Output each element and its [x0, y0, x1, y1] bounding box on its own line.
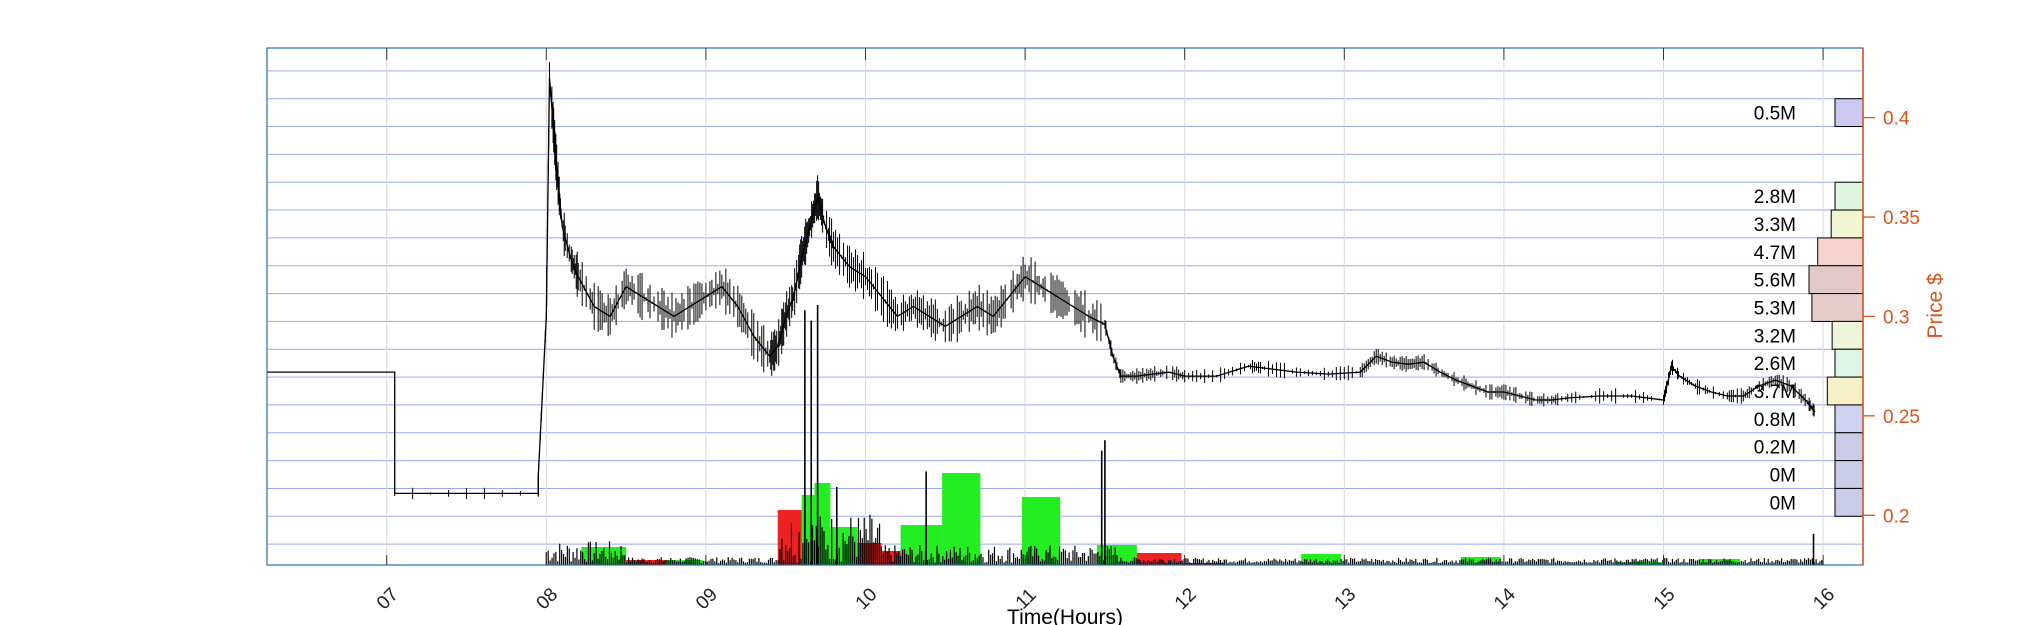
- volume-profile-bar: [1826, 376, 1864, 406]
- volume-profile-bar: [1834, 404, 1864, 434]
- volume-profile-label: 3.2M: [1754, 326, 1796, 347]
- volume-profile-label: 4.7M: [1754, 243, 1796, 264]
- volume-profile-label: 5.6M: [1754, 271, 1796, 292]
- volume-profile-bar: [1817, 237, 1864, 267]
- volume-profile-bar: [1834, 487, 1864, 517]
- volume-profile-bar: [1811, 293, 1864, 322]
- volume-bars: [545, 305, 1823, 565]
- y-tick-label: 0.2: [1883, 506, 1909, 527]
- buy-volume-bar: [1301, 554, 1342, 565]
- x-tick-label: 16: [1809, 584, 1839, 614]
- volume-profile-bar: [1834, 98, 1864, 128]
- volume-profile-bar: [1831, 320, 1864, 350]
- x-tick-label: 09: [692, 584, 722, 614]
- x-tick-label: 12: [1171, 584, 1201, 614]
- x-axis-title: Time(Hours): [1007, 606, 1123, 625]
- y-tick-label: 0.3: [1883, 307, 1909, 328]
- buy-volume-bar: [942, 473, 981, 565]
- volume-profile-bar: [1834, 432, 1864, 462]
- y-tick-label: 0.35: [1883, 208, 1920, 229]
- buy-volume-bar: [830, 527, 858, 565]
- volume-profile-label: 0M: [1770, 466, 1796, 487]
- volume-profile-bar: [1834, 181, 1864, 211]
- buy-volume-bar: [1698, 559, 1741, 565]
- x-tick-label: 07: [373, 584, 403, 614]
- x-tick-label: 13: [1331, 584, 1361, 614]
- y-tick-label: 0.25: [1883, 407, 1920, 428]
- axes: [266, 47, 1875, 566]
- x-tick-label: 14: [1490, 584, 1520, 614]
- volume-profile-bar: [1830, 209, 1864, 239]
- price-line-group: [267, 62, 1816, 500]
- volume-profile-bar: [1808, 265, 1864, 295]
- volume-profile-label: 0.2M: [1754, 438, 1796, 459]
- volume-profile-label: 2.8M: [1754, 187, 1796, 208]
- y-tick-labels: 0.2 0.25 0.3 0.35 0.4: [1883, 109, 1920, 528]
- volume-profile-label: 3.7M: [1754, 382, 1796, 403]
- buy-volume-bar: [1021, 497, 1061, 565]
- sell-volume-bar: [777, 510, 802, 565]
- x-tick-label: 08: [533, 584, 563, 614]
- volume-profile-label: 0M: [1770, 493, 1796, 514]
- x-tick-label: 10: [852, 584, 882, 614]
- volume-profile-label: 2.6M: [1754, 354, 1796, 375]
- volume-profile: 0.5M 2.8M 3.3M 4.7M 5.6M 5.3M 3.2M 2.6M 3.7M 0.8M…: [1754, 98, 1864, 517]
- volume-profile-label: 0.5M: [1754, 104, 1796, 125]
- y-axis-title: Price $: [1924, 273, 1947, 339]
- y-tick-label: 0.4: [1883, 109, 1910, 130]
- volume-profile-label: 0.8M: [1754, 410, 1796, 431]
- volume-profile-label: 3.3M: [1754, 215, 1796, 236]
- volume-profile-bar: [1834, 348, 1864, 378]
- volume-profile-bar: [1834, 460, 1864, 489]
- volume-profile-label: 5.3M: [1754, 298, 1796, 319]
- x-tick-label: 15: [1650, 584, 1680, 614]
